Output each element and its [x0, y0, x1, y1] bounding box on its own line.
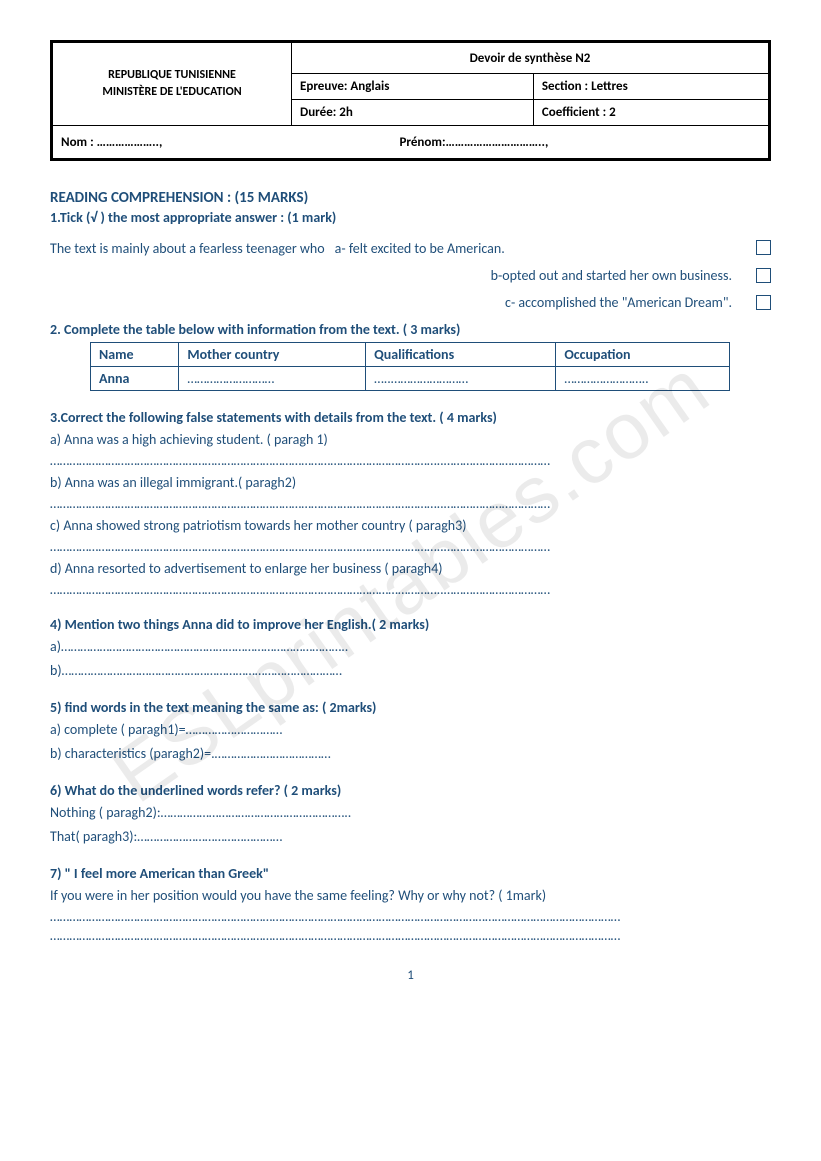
q3-d-dots[interactable]: …………………………………………………………………………………………………………… [50, 581, 771, 598]
q1-option-a-row: The text is mainly about a fearless teen… [50, 240, 771, 257]
q3-c-dots[interactable]: …………………………………………………………………………………………………………… [50, 538, 771, 555]
q7-dots1[interactable]: …………………………………………………………………………………………………………… [50, 908, 771, 925]
q2-table: Name Mother country Qualifications Occup… [90, 342, 730, 391]
q2-cell-occ[interactable]: …………………….. [556, 367, 730, 391]
section-cell: Section : Lettres [533, 74, 769, 100]
q3-a-dots[interactable]: …………………………………………………………………………………………………………… [50, 452, 771, 469]
subject-cell: Epreuve: Anglais [292, 74, 534, 100]
q6-heading: 6) What do the underlined words refer? (… [50, 782, 771, 799]
org-line2: MINISTÈRE DE L'EDUCATION [102, 85, 241, 99]
q1-option-a: a- felt excited to be American. [335, 240, 505, 257]
q4-b[interactable]: b)…………………………………………………………………………… [50, 660, 771, 681]
q2-cell-country[interactable]: ……………………… [179, 367, 366, 391]
q5-b[interactable]: b) characteristics (paragh2)=.…………………………… [50, 743, 771, 764]
q1-intro: The text is mainly about a fearless teen… [50, 240, 325, 257]
checkbox-c[interactable] [756, 295, 771, 310]
exam-title: Devoir de synthèse N2 [292, 42, 770, 74]
q2-heading: 2. Complete the table below with informa… [50, 321, 771, 338]
q7-prompt: If you were in her position would you ha… [50, 885, 771, 906]
q3-a: a) Anna was a high achieving student. ( … [50, 429, 771, 450]
q4-heading: 4) Mention two things Anna did to improv… [50, 616, 771, 633]
q3-d: d) Anna resorted to advertisement to enl… [50, 558, 771, 579]
q3-heading: 3.Correct the following false statements… [50, 409, 771, 426]
nom-field[interactable]: Nom : ……………….., [61, 135, 397, 150]
reading-title: READING COMPREHENSION : (15 MARKS) [50, 189, 771, 207]
q2-col-name: Name [91, 343, 179, 367]
org-line1: REPUBLIQUE TUNISIENNE [108, 68, 236, 82]
q4-a[interactable]: a)…………………………………………………………………………….. [50, 636, 771, 657]
coef-cell: Coefficient : 2 [533, 100, 769, 126]
q2-col-occ: Occupation [556, 343, 730, 367]
q2-cell-qual[interactable]: …..…………………… [366, 367, 556, 391]
q1-option-b-row: b-opted out and started her own business… [50, 267, 771, 284]
checkbox-a[interactable] [756, 240, 771, 255]
q1-heading: 1.Tick (√ ) the most appropriate answer … [50, 209, 771, 226]
q3-c: c) Anna showed strong patriotism towards… [50, 515, 771, 536]
q6-a[interactable]: Nothing ( paragh2):………………………………………………….. [50, 802, 771, 823]
checkbox-b[interactable] [756, 268, 771, 283]
q7-heading: 7) " I feel more American than Greek" [50, 865, 771, 882]
q1-option-c-row: c- accomplished the "American Dream". [50, 294, 771, 311]
name-row: Nom : ……………….., Prénom:………………………….., [52, 126, 770, 160]
q5-heading: 5) find words in the text meaning the sa… [50, 699, 771, 716]
q2-col-qual: Qualifications [366, 343, 556, 367]
q7-dots2[interactable]: …………………………………………………………………………………………………………… [50, 927, 771, 944]
q6-b[interactable]: That( paragh3):……………………………………… [50, 826, 771, 847]
q1-option-c: c- accomplished the "American Dream". [505, 294, 732, 311]
q3-b: b) Anna was an illegal immigrant.( parag… [50, 472, 771, 493]
exam-header-table: REPUBLIQUE TUNISIENNE MINISTÈRE DE L'EDU… [50, 40, 771, 161]
q3-b-dots[interactable]: …………………………………………………………………………………………………………… [50, 495, 771, 512]
org-cell: REPUBLIQUE TUNISIENNE MINISTÈRE DE L'EDU… [52, 42, 292, 126]
page-number: 1 [50, 968, 771, 983]
q5-a[interactable]: a) complete ( paragh1)=………………………… [50, 719, 771, 740]
q2-cell-name: Anna [91, 367, 179, 391]
duration-cell: Durée: 2h [292, 100, 534, 126]
q1-option-b: b-opted out and started her own business… [491, 267, 732, 284]
prenom-field[interactable]: Prénom:………………………….., [399, 135, 548, 150]
q2-col-country: Mother country [179, 343, 366, 367]
